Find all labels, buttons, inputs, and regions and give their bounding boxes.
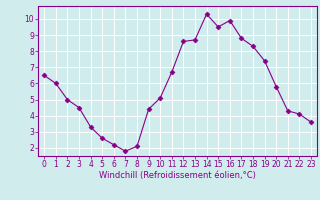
X-axis label: Windchill (Refroidissement éolien,°C): Windchill (Refroidissement éolien,°C) <box>99 171 256 180</box>
